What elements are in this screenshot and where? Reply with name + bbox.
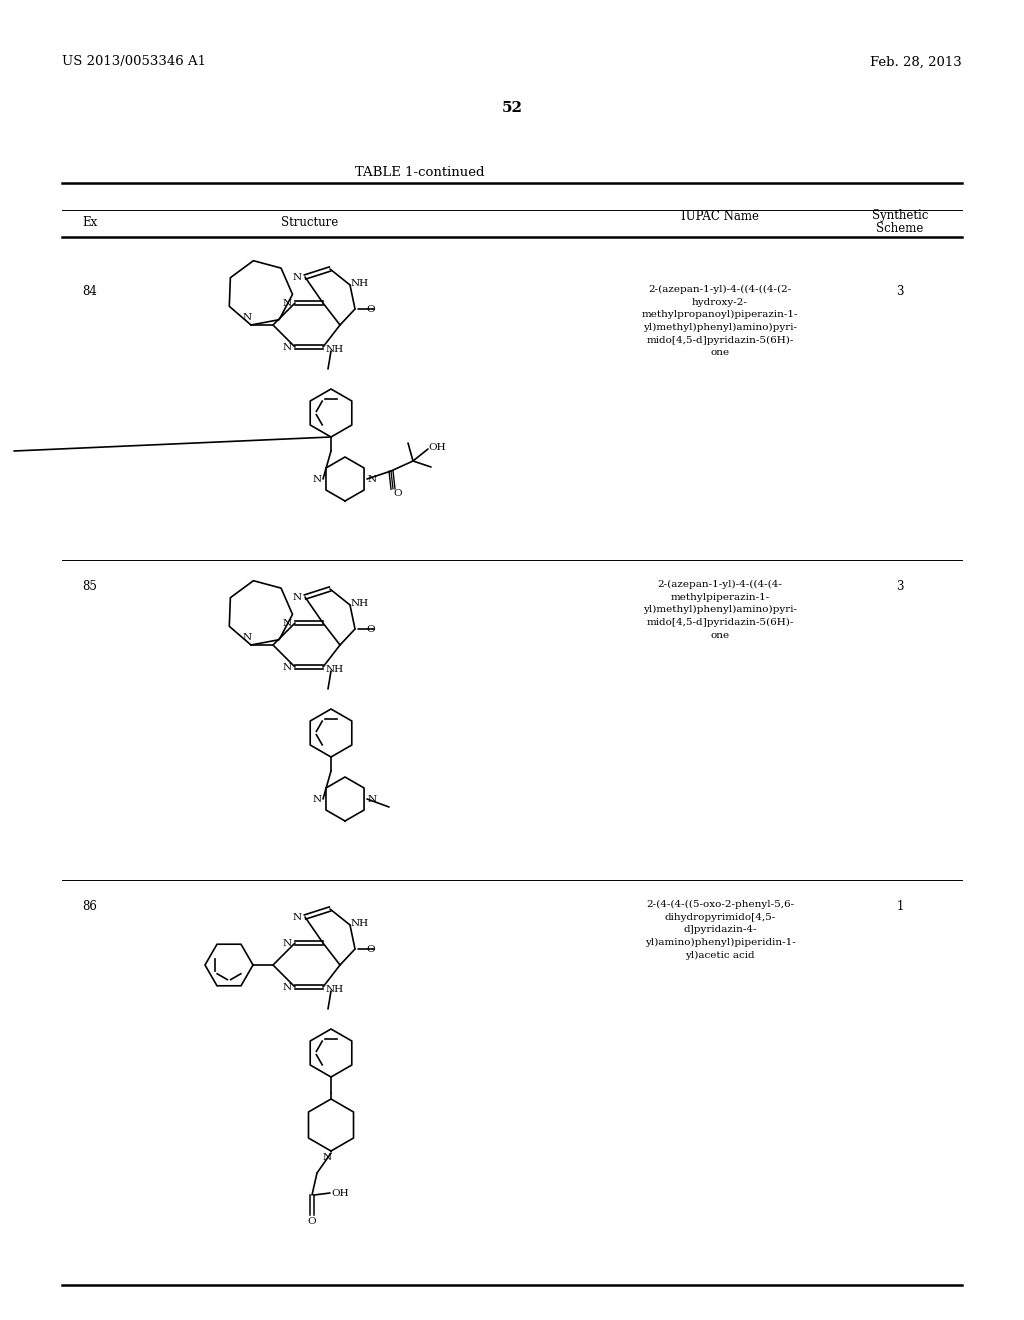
Text: N: N [293,272,301,281]
Text: O: O [393,490,402,499]
Text: 2-(4-(4-((5-oxo-2-phenyl-5,6-
dihydropyrimido[4,5-
d]pyridazin-4-
yl)amino)pheny: 2-(4-(4-((5-oxo-2-phenyl-5,6- dihydropyr… [645,900,796,960]
Text: 2-(azepan-1-yl)-4-((4-((4-(2-
hydroxy-2-
methylpropanoyl)piperazin-1-
yl)methyl): 2-(azepan-1-yl)-4-((4-((4-(2- hydroxy-2-… [642,285,799,358]
Text: NH: NH [326,345,344,354]
Text: N: N [243,632,252,642]
Text: N: N [368,474,377,483]
Text: N: N [368,795,377,804]
Text: Feb. 28, 2013: Feb. 28, 2013 [870,55,962,69]
Text: 1: 1 [896,900,904,913]
Text: NH: NH [351,919,369,928]
Text: NH: NH [351,279,369,288]
Text: N: N [312,474,322,483]
Text: 84: 84 [82,285,97,298]
Text: N: N [243,313,252,322]
Text: 85: 85 [82,579,97,593]
Text: Scheme: Scheme [877,222,924,235]
Text: O: O [367,624,376,634]
Text: TABLE 1-continued: TABLE 1-continued [355,166,484,180]
Text: N: N [283,342,292,351]
Text: Synthetic: Synthetic [871,209,928,222]
Text: 52: 52 [502,102,522,115]
Text: N: N [283,939,292,948]
Text: 86: 86 [82,900,97,913]
Text: N: N [283,619,292,627]
Text: OH: OH [428,442,445,451]
Text: N: N [283,982,292,991]
Text: 3: 3 [896,285,904,298]
Text: N: N [283,298,292,308]
Text: 2-(azepan-1-yl)-4-((4-(4-
methylpiperazin-1-
yl)methyl)phenyl)amino)pyri-
mido[4: 2-(azepan-1-yl)-4-((4-(4- methylpiperazi… [643,579,797,639]
Text: O: O [307,1217,316,1226]
Text: N: N [283,663,292,672]
Text: US 2013/0053346 A1: US 2013/0053346 A1 [62,55,206,69]
Text: N: N [293,593,301,602]
Text: O: O [367,305,376,314]
Text: Structure: Structure [282,215,339,228]
Text: IUPAC Name: IUPAC Name [681,210,759,223]
Text: N: N [323,1152,332,1162]
Text: NH: NH [326,664,344,673]
Text: N: N [312,795,322,804]
Text: NH: NH [326,985,344,994]
Text: OH: OH [331,1188,349,1197]
Text: N: N [293,912,301,921]
Text: 3: 3 [896,579,904,593]
Text: Ex: Ex [82,215,97,228]
Text: NH: NH [351,598,369,607]
Text: O: O [367,945,376,953]
